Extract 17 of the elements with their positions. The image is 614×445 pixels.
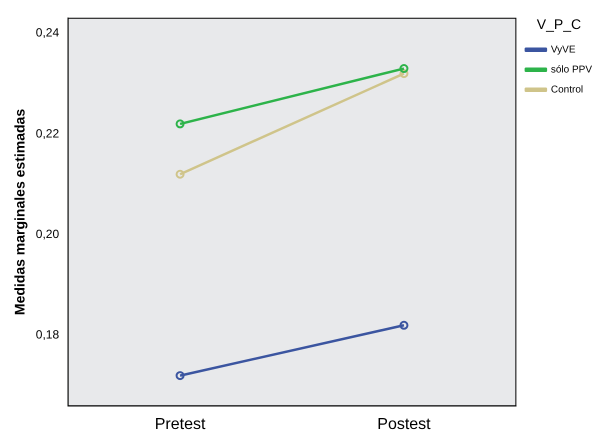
- legend-label: sólo PPV: [550, 64, 592, 76]
- legend-title: V_P_C: [536, 16, 582, 32]
- y-tick-label: 0,22: [36, 126, 60, 140]
- legend-label: VyVE: [550, 44, 576, 56]
- legend-label: Control: [550, 84, 584, 96]
- point: [176, 119, 185, 128]
- y-tick-label: 0,20: [36, 226, 60, 241]
- y-axis-title: Medidas marginales estimadas: [11, 108, 28, 316]
- x-tick-label: Pretest: [154, 416, 206, 433]
- point: [399, 64, 408, 74]
- x-tick-label: Postest: [377, 416, 432, 433]
- point: [399, 69, 408, 78]
- point: [399, 320, 408, 330]
- y-tick-label: 0,18: [36, 328, 60, 342]
- y-tick-label: 0,24: [36, 26, 60, 40]
- point: [176, 170, 185, 179]
- point: [176, 371, 185, 380]
